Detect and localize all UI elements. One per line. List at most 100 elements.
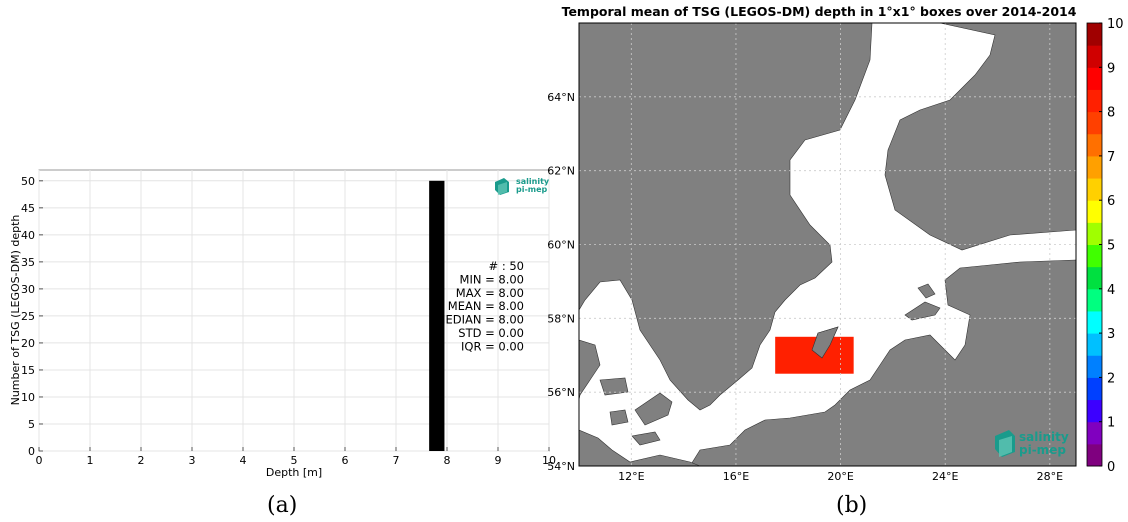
hist-stat-line: STD = 0.00 (458, 326, 524, 340)
colorbar-segment (1087, 200, 1102, 223)
map-lon-tick-label: 20°E (827, 470, 853, 483)
colorbar-segment (1087, 266, 1102, 290)
land-saaremaa (904, 301, 941, 321)
colorbar-tick-label: 1 (1107, 416, 1115, 431)
colorbar-segment (1087, 155, 1102, 179)
colorbar-tick-label: 2 (1107, 371, 1115, 386)
salinity-logo: salinity pi-mep (495, 177, 550, 195)
colorbar-tick-label: 4 (1107, 283, 1115, 298)
hist-y-tick-label: 20 (21, 337, 35, 350)
hist-y-tick-label: 50 (21, 175, 35, 188)
map-lon-tick-label: 28°E (1037, 470, 1063, 483)
colorbar-tick-label: 0 (1107, 460, 1115, 475)
colorbar-segment (1087, 222, 1102, 245)
hist-y-tick-label: 5 (28, 418, 35, 431)
hist-y-tick-label: 15 (21, 364, 35, 377)
map-lat-tick-label: 60°N (547, 239, 575, 252)
colorbar-segment (1087, 23, 1102, 46)
hist-x-tick-label: 10 (542, 454, 556, 467)
colorbar-segment (1087, 443, 1102, 467)
map-lat-tick-label: 58°N (547, 312, 575, 325)
hist-x-tick-label: 6 (342, 454, 349, 467)
hist-y-tick-label: 40 (21, 229, 35, 242)
land-danish-island-4 (631, 431, 661, 446)
hist-x-tick-label: 3 (189, 454, 196, 467)
colorbar-segment (1087, 333, 1102, 356)
hist-x-tick-label: 2 (138, 454, 145, 467)
map-lat-tick-label: 56°N (547, 386, 575, 399)
map-lat-tick-label: 62°N (547, 165, 575, 178)
colorbar-tick-label: 6 (1107, 194, 1115, 209)
land-denmark (579, 339, 601, 401)
hist-y-tick-label: 0 (28, 445, 35, 458)
colorbar: 0 1 2 3 4 5 6 7 8 9 10 (1086, 17, 1124, 475)
map-logo-line2: pi-mep (1019, 443, 1066, 457)
histogram-x-label: Depth [m] (266, 466, 322, 479)
map-lon-tick-label: 16°E (723, 470, 749, 483)
hist-y-tick-label: 10 (21, 391, 35, 404)
colorbar-segment (1087, 111, 1102, 135)
caption-b: (b) (836, 493, 868, 518)
colorbar-segment (1087, 355, 1102, 378)
colorbar-segment (1087, 421, 1102, 445)
map-x-ticks: 12°E 16°E 20°E 24°E 28°E (618, 470, 1063, 483)
map-frame (578, 22, 1077, 467)
land-danish-island-1 (599, 377, 629, 396)
land-scandinavia (579, 23, 873, 411)
hist-x-tick-label: 8 (444, 454, 451, 467)
hist-stat-line: # : 50 (489, 259, 524, 273)
logo-line2: pi-mep (516, 185, 548, 194)
histogram-x-ticks: 0 1 2 3 4 5 6 7 8 9 10 (36, 447, 556, 467)
hist-stat-line: IQR = 0.00 (461, 339, 524, 353)
hist-stat-line: MEDIAN = 8.00 (436, 313, 524, 327)
hist-x-tick-label: 9 (495, 454, 502, 467)
land-finland (884, 23, 1076, 251)
logo-cube-shade-icon (498, 182, 507, 195)
map-lon-tick-label: 24°E (932, 470, 958, 483)
map-logo-line1: salinity (1019, 430, 1069, 444)
hist-stat-line: MIN = 8.00 (460, 272, 524, 286)
map-title: Temporal mean of TSG (LEGOS-DM) depth in… (562, 4, 1077, 19)
map-y-ticks: 54°N 56°N 58°N 60°N 62°N 64°N (547, 91, 575, 473)
map-lat-tick-label: 64°N (547, 91, 575, 104)
map-logo-cube-shade-icon (999, 436, 1012, 457)
land-danish-island-3 (609, 409, 629, 426)
hist-stat-line: MEAN = 8.00 (448, 299, 524, 313)
map-salinity-logo: salinity pi-mep (995, 430, 1069, 457)
colorbar-segment (1087, 399, 1102, 423)
hist-x-tick-label: 0 (36, 454, 43, 467)
colorbar-segment (1087, 377, 1102, 401)
hist-x-tick-label: 7 (393, 454, 400, 467)
hist-x-tick-label: 1 (87, 454, 94, 467)
logo-line1: salinity (516, 177, 550, 186)
hist-y-tick-label: 25 (21, 310, 35, 323)
land-germany (579, 429, 701, 466)
hist-stat-line: MAX = 8.00 (456, 286, 524, 300)
histogram-y-label: Number of TSG (LEGOS-DM) depth (9, 215, 22, 406)
colorbar-tick-label: 10 (1107, 17, 1124, 32)
hist-y-tick-label: 35 (21, 256, 35, 269)
colorbar-tick-label: 5 (1107, 239, 1115, 254)
histogram-bars (429, 180, 445, 452)
map-lat-tick-label: 54°N (547, 460, 575, 473)
colorbar-segment (1087, 244, 1102, 268)
map-lon-tick-label: 12°E (618, 470, 644, 483)
histogram-y-ticks: 0 5 10 15 20 25 30 35 40 45 50 (21, 175, 43, 458)
map-data-cells (775, 326, 854, 374)
hist-x-tick-label: 5 (291, 454, 298, 467)
colorbar-segment (1087, 133, 1102, 157)
colorbar-tick-label: 9 (1107, 61, 1115, 76)
land-gotland-overlay (811, 326, 839, 359)
map-panel: Temporal mean of TSG (LEGOS-DM) depth in… (547, 4, 1123, 483)
colorbar-segment (1087, 288, 1102, 312)
colorbar-segment (1087, 45, 1102, 68)
histogram-bar (429, 180, 445, 452)
colorbar-tick-label: 7 (1107, 150, 1115, 165)
caption-a: (a) (267, 493, 298, 518)
colorbar-segment (1087, 178, 1102, 201)
land-danish-island-2 (634, 392, 673, 426)
hist-y-tick-label: 45 (21, 202, 35, 215)
hist-x-tick-label: 4 (240, 454, 247, 467)
